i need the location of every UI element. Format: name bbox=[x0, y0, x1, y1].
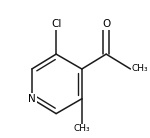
Text: CH₃: CH₃ bbox=[74, 124, 90, 133]
Text: N: N bbox=[28, 94, 36, 104]
Text: O: O bbox=[102, 19, 110, 29]
Text: Cl: Cl bbox=[51, 19, 61, 29]
Text: CH₃: CH₃ bbox=[132, 64, 148, 74]
